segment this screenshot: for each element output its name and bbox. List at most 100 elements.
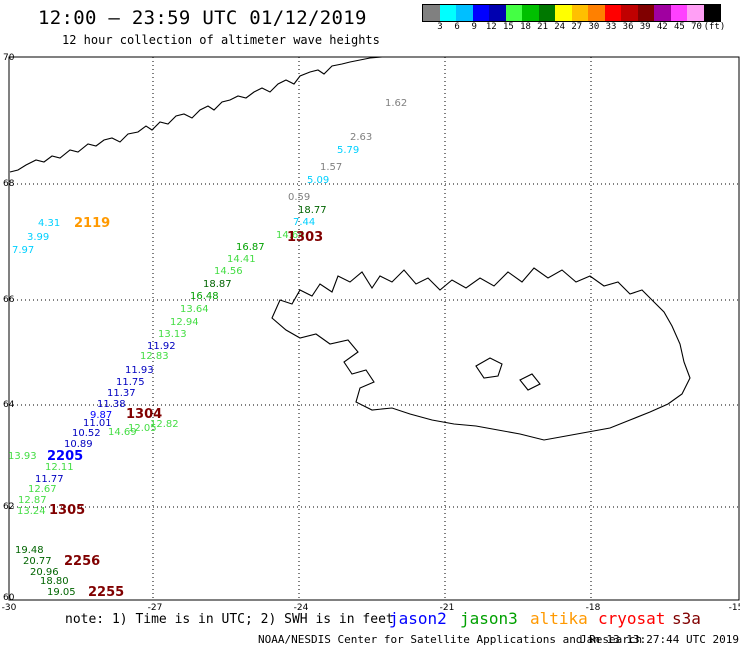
latitude-label: 66 xyxy=(3,295,15,305)
legend-swatch xyxy=(439,5,456,21)
wave-height-label: 12.94 xyxy=(170,317,199,328)
iceland-coastline xyxy=(271,267,691,441)
map-title: 12:00 – 23:59 UTC 01/12/2019 xyxy=(38,7,367,29)
credit-line: NOAA/NESDIS Center for Satellite Applica… xyxy=(258,633,643,646)
legend-swatch xyxy=(555,5,572,21)
latitude-label: 68 xyxy=(3,179,15,189)
wave-height-label: 7.44 xyxy=(293,217,315,228)
map-subtitle: 12 hour collection of altimeter wave hei… xyxy=(62,33,380,47)
legend-swatch xyxy=(654,5,671,21)
color-legend-bar xyxy=(422,4,721,22)
wave-height-label: 19.48 xyxy=(15,545,44,556)
wave-height-label: 14.56 xyxy=(214,266,243,277)
legend-tick-label: 21 xyxy=(537,22,549,32)
wave-height-label: 20.77 xyxy=(23,556,52,567)
wave-height-label: 16.48 xyxy=(190,291,219,302)
legend-swatch xyxy=(423,5,440,21)
legend-tick-label: 33 xyxy=(605,22,617,32)
pass-time-label: 1303 xyxy=(287,230,323,245)
legend-tick-label: 70 xyxy=(691,22,702,32)
legend-tick-label: 45 xyxy=(673,22,685,32)
wave-height-label: 18.77 xyxy=(298,205,327,216)
legend-swatch xyxy=(604,5,621,21)
satellite-legend-item: altika xyxy=(530,609,588,628)
wave-height-label: 13.64 xyxy=(180,304,209,315)
latitude-label: 62 xyxy=(3,502,14,512)
wave-height-label: 12.67 xyxy=(28,484,57,495)
pass-time-label: 2119 xyxy=(74,216,110,231)
wave-height-label: 18.87 xyxy=(203,279,232,290)
wave-height-label: 5.09 xyxy=(307,175,329,186)
wave-height-label: 12.05 xyxy=(128,423,157,434)
wave-height-label: 10.52 xyxy=(72,428,101,439)
longitude-label: -24 xyxy=(294,603,309,613)
legend-tick-label: 15 xyxy=(502,22,514,32)
legend-tick-label: 27 xyxy=(571,22,583,32)
generation-timestamp: Jan 13 13:27:44 UTC 2019 xyxy=(580,633,739,646)
wave-height-label: 20.96 xyxy=(30,567,59,578)
legend-tick-label: 9 xyxy=(471,22,477,32)
wave-height-label: 11.77 xyxy=(35,474,64,485)
wave-height-label: 11.01 xyxy=(83,418,112,429)
wave-height-label: 12.82 xyxy=(150,419,179,430)
legend-tick-label: 30 xyxy=(588,22,600,32)
legend-tick-label: 6 xyxy=(454,22,460,32)
legend-tick-label: 42 xyxy=(656,22,668,32)
longitude-label: -27 xyxy=(148,603,163,613)
wave-height-label: 12.87 xyxy=(18,495,47,506)
wave-height-label: 1.57 xyxy=(320,162,342,173)
map-frame xyxy=(8,56,740,601)
pass-time-label: 2256 xyxy=(64,554,100,569)
wave-height-label: 13.93 xyxy=(8,451,37,462)
legend-tick-label: 3 xyxy=(437,22,443,32)
footer-note: note: 1) Time is in UTC; 2) SWH is in fe… xyxy=(65,612,394,627)
wave-height-label: 7.97 xyxy=(12,245,34,256)
wave-height-label: 2.63 xyxy=(350,132,372,143)
wave-height-label: 0.59 xyxy=(288,192,310,203)
legend-tick-label: (ft) xyxy=(703,22,726,32)
legend-swatch xyxy=(538,5,555,21)
satellite-legend-item: jason3 xyxy=(460,609,518,628)
wave-height-label: 11.38 xyxy=(97,399,126,410)
wave-height-label: 14.69 xyxy=(108,427,137,438)
wave-height-label: 19.05 xyxy=(47,587,76,598)
legend-swatch xyxy=(522,5,539,21)
legend-swatch xyxy=(703,5,720,21)
legend-swatch xyxy=(505,5,522,21)
wave-height-label: 4.31 xyxy=(38,218,60,229)
legend-swatch xyxy=(571,5,588,21)
graticule-lines xyxy=(9,57,739,600)
wave-height-label: 11.37 xyxy=(107,388,136,399)
satellite-legend-item: cryosat xyxy=(598,609,666,628)
legend-swatch xyxy=(687,5,704,21)
wave-height-label: 14.41 xyxy=(227,254,256,265)
wave-height-label: 18.80 xyxy=(40,576,69,587)
longitude-label: -21 xyxy=(440,603,455,613)
wave-height-label: 12.83 xyxy=(140,351,169,362)
legend-swatch xyxy=(588,5,605,21)
legend-swatch xyxy=(670,5,687,21)
wave-height-label: 3.99 xyxy=(27,232,49,243)
wave-height-label: 11.93 xyxy=(125,365,154,376)
longitude-label: -30 xyxy=(2,603,17,613)
longitude-label: -15 xyxy=(729,603,740,613)
pass-time-label: 1305 xyxy=(49,503,85,518)
longitude-label: -18 xyxy=(586,603,601,613)
legend-swatch xyxy=(472,5,489,21)
wave-height-label: 14.64 xyxy=(276,230,305,241)
legend-tick-label: 36 xyxy=(622,22,634,32)
legend-tick-label: 24 xyxy=(554,22,566,32)
wave-height-label: 11.92 xyxy=(147,341,176,352)
pass-time-label: 2255 xyxy=(88,585,124,600)
pass-time-labels: 2119 1303 1304 2205 1305 2256 2255 xyxy=(47,216,323,600)
wave-height-label: 16.87 xyxy=(236,242,265,253)
legend-tick-label: 12 xyxy=(485,22,497,32)
lake-outline xyxy=(475,357,503,379)
greenland-coastline xyxy=(9,56,383,173)
legend-swatch xyxy=(456,5,473,21)
latitude-label: 64 xyxy=(3,400,15,410)
wave-height-label: 13.24 xyxy=(17,506,46,517)
wave-height-label: 12.11 xyxy=(45,462,74,473)
legend-swatch xyxy=(489,5,506,21)
